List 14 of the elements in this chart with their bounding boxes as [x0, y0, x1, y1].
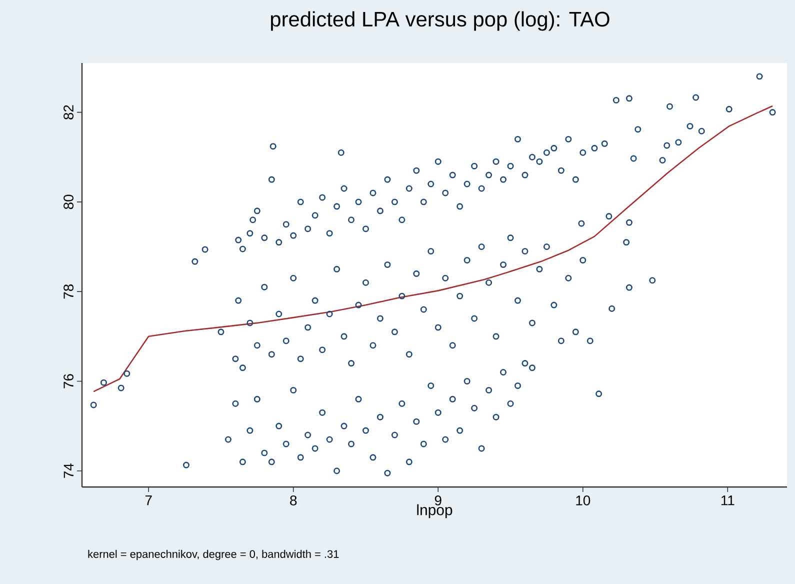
- x-tick-label: 9: [434, 496, 442, 506]
- chart-title: predicted LPA versus pop (log): TAO: [270, 11, 610, 31]
- x-axis-title: lnpop: [417, 504, 452, 518]
- x-tick-label: 8: [290, 496, 297, 506]
- y-tick-label: 74: [64, 464, 74, 478]
- x-tick-label: 7: [145, 496, 152, 506]
- x-tick-label: 10: [576, 496, 590, 506]
- y-tick-label: 78: [64, 284, 74, 299]
- x-tick-label: 11: [721, 496, 734, 506]
- y-tick-label: 82: [64, 105, 74, 120]
- y-tick-label: 80: [64, 194, 74, 210]
- line-series: [92, 105, 774, 392]
- text: kernel = epanechnikov, degree = 0, bandwidth = .31: [88, 550, 339, 560]
- y-tick-label: 76: [64, 374, 74, 388]
